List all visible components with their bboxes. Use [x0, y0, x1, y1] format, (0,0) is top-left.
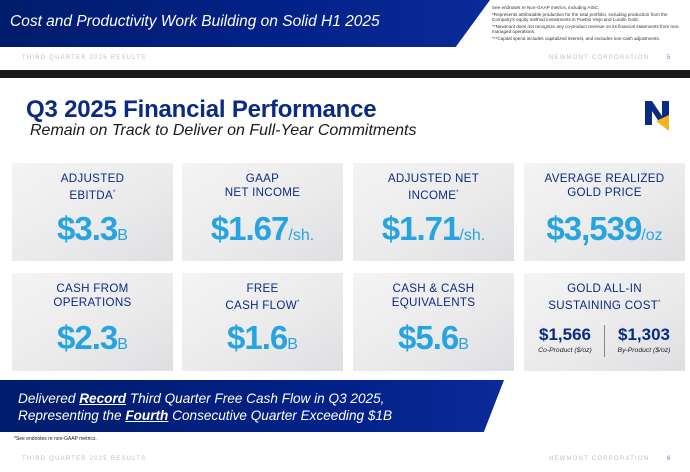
page-number: 6 — [667, 456, 671, 462]
previous-slide-banner — [0, 0, 490, 47]
card-label-line: NET INCOME — [224, 186, 301, 199]
previous-slide: Cost and Productivity Work Building on S… — [0, 0, 690, 70]
newmont-logo-icon: N — [645, 101, 669, 131]
footnote: *See endnotes re non-GAAP metrics. — [14, 436, 97, 442]
card-label: GAAP NET INCOME — [182, 172, 343, 200]
card-value: $1.6B — [227, 319, 298, 356]
card-label-line: CASH FLOW* — [225, 298, 300, 312]
card-value: $3.3B — [57, 210, 128, 247]
card-label: ADJUSTED NET INCOME* — [353, 172, 514, 203]
card-label-line: ADJUSTED — [60, 172, 125, 185]
footer-left: THIRD QUARTER 2025 RESULTS — [22, 456, 147, 462]
card-gaap-net-income: GAAP NET INCOME $1.67/sh. — [182, 163, 343, 261]
card-adjusted-ebitda: ADJUSTED EBITDA* $3.3B — [12, 163, 173, 261]
card-value: $1.71/sh. — [381, 210, 486, 247]
card-label-line: GOLD PRICE — [567, 186, 642, 199]
previous-slide-page-number: 5 — [667, 55, 671, 61]
note-line: ***Capital spend includes capitalized in… — [492, 35, 661, 41]
note-line: *Represents attributable production for … — [492, 11, 668, 23]
aisc-by-product-value: $1,303 — [618, 325, 670, 344]
card-label: CASH FROM OPERATIONS — [12, 282, 173, 310]
previous-slide-footer-right: NEWMONT CORPORATION — [549, 55, 650, 61]
card-label-line: EQUIVALENTS — [391, 296, 476, 309]
card-value: $3,539/oz — [546, 210, 663, 247]
note-line: **Newmont does not recognize any co-prod… — [492, 23, 680, 35]
card-gold-aisc: GOLD ALL-IN SUSTAINING COST* $1,566 Co-P… — [524, 273, 685, 371]
aisc-divider — [604, 325, 605, 357]
card-value: $1.67/sh. — [210, 210, 315, 247]
card-label-line: EBITDA* — [69, 188, 116, 202]
previous-slide-notes: See endnotes re Non-GAAP metrics, includ… — [492, 5, 686, 43]
card-label-line: CASH & CASH — [392, 282, 475, 295]
highlight-line-2: Representing the Fourth Consecutive Quar… — [18, 408, 393, 423]
card-label-line: GOLD ALL-IN — [567, 282, 642, 295]
aisc-by-product-label: By-Product ($/oz) — [617, 347, 671, 354]
card-free-cash-flow: FREE CASH FLOW* $1.6B — [182, 273, 343, 371]
note-line: See endnotes re Non-GAAP metrics, includ… — [492, 5, 600, 10]
footer-right: NEWMONT CORPORATION — [549, 456, 650, 462]
card-adjusted-net-income: ADJUSTED NET INCOME* $1.71/sh. — [353, 163, 514, 261]
card-label-line: OPERATIONS — [53, 296, 132, 309]
card-label-line: AVERAGE REALIZED — [544, 172, 665, 185]
previous-slide-footer-left: THIRD QUARTER 2025 RESULTS — [22, 55, 147, 61]
aisc-co-product-label: Co-Product ($/oz) — [538, 347, 592, 354]
card-label-line: GAAP — [245, 172, 280, 185]
card-label-line: CASH FROM — [56, 282, 129, 295]
card-label-line: FREE — [246, 282, 279, 295]
card-value: $5.6B — [398, 319, 469, 356]
card-label: CASH & CASH EQUIVALENTS — [353, 282, 514, 310]
card-label: FREE CASH FLOW* — [182, 282, 343, 313]
card-label-line: ADJUSTED NET — [387, 172, 480, 185]
card-cash-equivalents: CASH & CASH EQUIVALENTS $5.6B — [353, 273, 514, 371]
card-average-realized-gold-price: AVERAGE REALIZED GOLD PRICE $3,539/oz — [524, 163, 685, 261]
card-label-line: SUSTAINING COST* — [548, 298, 661, 312]
slide-divider — [0, 70, 690, 78]
highlight-banner — [0, 380, 504, 432]
card-label-line: INCOME* — [408, 188, 459, 202]
previous-slide-title: Cost and Productivity Work Building on S… — [10, 13, 380, 30]
highlight-line-1: Delivered Record Third Quarter Free Cash… — [18, 391, 385, 406]
card-label: GOLD ALL-IN SUSTAINING COST* — [524, 282, 685, 313]
card-label: AVERAGE REALIZED GOLD PRICE — [524, 172, 685, 200]
page-subtitle: Remain on Track to Deliver on Full-Year … — [30, 122, 417, 139]
card-label: ADJUSTED EBITDA* — [12, 172, 173, 203]
page-title: Q3 2025 Financial Performance — [26, 96, 377, 123]
aisc-co-product-value: $1,566 — [539, 325, 591, 344]
card-value: $2.3B — [57, 319, 128, 356]
card-cash-from-operations: CASH FROM OPERATIONS $2.3B — [12, 273, 173, 371]
